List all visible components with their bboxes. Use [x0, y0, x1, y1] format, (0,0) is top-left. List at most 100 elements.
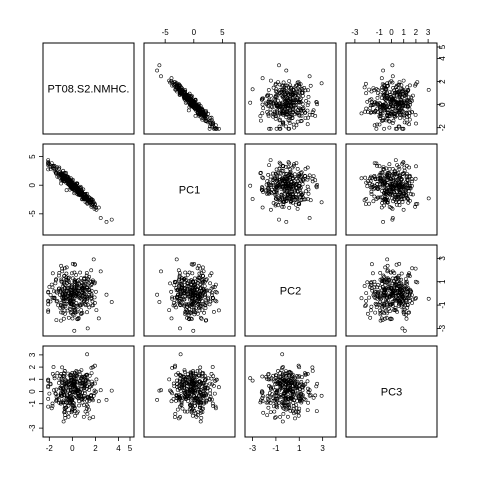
- data-point: [96, 399, 101, 404]
- data-point: [89, 365, 94, 370]
- data-point: [258, 170, 263, 175]
- data-point: [89, 202, 94, 207]
- data-point: [78, 381, 83, 386]
- data-point: [396, 165, 401, 169]
- data-point: [266, 400, 271, 405]
- data-point: [273, 203, 278, 208]
- data-point: [68, 301, 73, 306]
- data-point: [176, 278, 181, 283]
- data-point: [284, 181, 289, 186]
- data-point: [398, 116, 403, 121]
- data-point: [369, 176, 374, 180]
- data-point: [380, 279, 384, 284]
- data-point: [205, 288, 210, 293]
- data-point: [203, 400, 208, 405]
- data-point: [384, 118, 389, 123]
- data-point: [373, 301, 378, 306]
- data-point: [298, 96, 303, 101]
- data-point: [87, 199, 92, 204]
- data-point: [315, 381, 320, 386]
- data-point: [279, 168, 284, 173]
- data-point: [382, 90, 387, 95]
- tick-label: 2: [28, 364, 37, 369]
- data-point: [200, 371, 205, 376]
- data-point: [293, 83, 298, 88]
- data-point: [283, 371, 288, 376]
- data-point: [389, 317, 394, 321]
- data-point: [372, 289, 377, 294]
- data-point: [216, 385, 221, 390]
- data-point: [64, 379, 69, 384]
- data-point: [258, 114, 263, 118]
- data-point: [46, 161, 51, 166]
- data-point: [183, 376, 188, 381]
- data-point: [53, 391, 58, 396]
- data-point: [208, 281, 213, 286]
- data-point: [72, 278, 77, 283]
- data-point: [171, 397, 176, 401]
- data-point: [74, 388, 79, 393]
- data-point: [269, 191, 274, 196]
- data-point: [307, 74, 312, 79]
- data-point: [363, 109, 368, 114]
- data-point: [208, 124, 213, 129]
- data-point: [265, 110, 270, 114]
- data-point: [205, 386, 210, 391]
- data-point: [277, 217, 281, 222]
- data-point: [264, 100, 269, 105]
- data-point: [192, 408, 197, 413]
- data-point: [72, 377, 77, 382]
- data-point: [284, 219, 289, 224]
- data-point: [78, 382, 82, 387]
- data-point: [379, 316, 384, 321]
- data-point: [406, 296, 411, 301]
- data-point: [172, 83, 177, 88]
- data-point: [59, 400, 63, 405]
- data-point: [98, 216, 103, 220]
- data-point: [305, 165, 310, 170]
- data-point: [52, 163, 57, 168]
- data-point: [290, 91, 295, 96]
- data-point: [70, 316, 75, 321]
- data-point: [399, 277, 404, 282]
- data-point: [284, 165, 288, 169]
- data-point: [183, 312, 188, 317]
- tick-label: -3: [351, 28, 359, 37]
- data-point: [287, 387, 292, 392]
- data-point: [196, 104, 200, 109]
- data-point: [94, 289, 98, 294]
- data-point: [390, 98, 395, 103]
- data-point: [192, 398, 197, 403]
- data-point: [190, 413, 195, 418]
- data-point: [59, 279, 64, 284]
- data-point: [192, 305, 197, 309]
- data-point: [198, 113, 203, 117]
- data-point: [79, 368, 84, 373]
- data-point: [363, 202, 368, 207]
- data-point: [401, 171, 406, 175]
- data-point: [175, 287, 180, 292]
- data-point: [93, 280, 97, 285]
- variable-label-pc3: PC3: [381, 387, 402, 399]
- data-point: [64, 382, 69, 387]
- data-point: [277, 394, 282, 399]
- data-point: [290, 374, 295, 379]
- data-point: [50, 271, 55, 276]
- data-point: [367, 295, 372, 300]
- data-point: [261, 394, 266, 399]
- data-point: [402, 191, 407, 196]
- data-point: [369, 100, 374, 105]
- data-point: [177, 274, 182, 279]
- data-point: [292, 172, 297, 177]
- data-point: [258, 171, 263, 176]
- panel-frame: [143, 42, 236, 135]
- data-point: [173, 363, 178, 368]
- data-point: [280, 352, 285, 357]
- data-point: [169, 316, 174, 321]
- data-point: [410, 192, 415, 197]
- data-point: [280, 120, 285, 125]
- data-point: [83, 280, 88, 285]
- scatter-panel-pt08-s2-nmhc-vs-pc3: [345, 42, 438, 135]
- data-point: [187, 98, 192, 103]
- data-point: [387, 97, 392, 102]
